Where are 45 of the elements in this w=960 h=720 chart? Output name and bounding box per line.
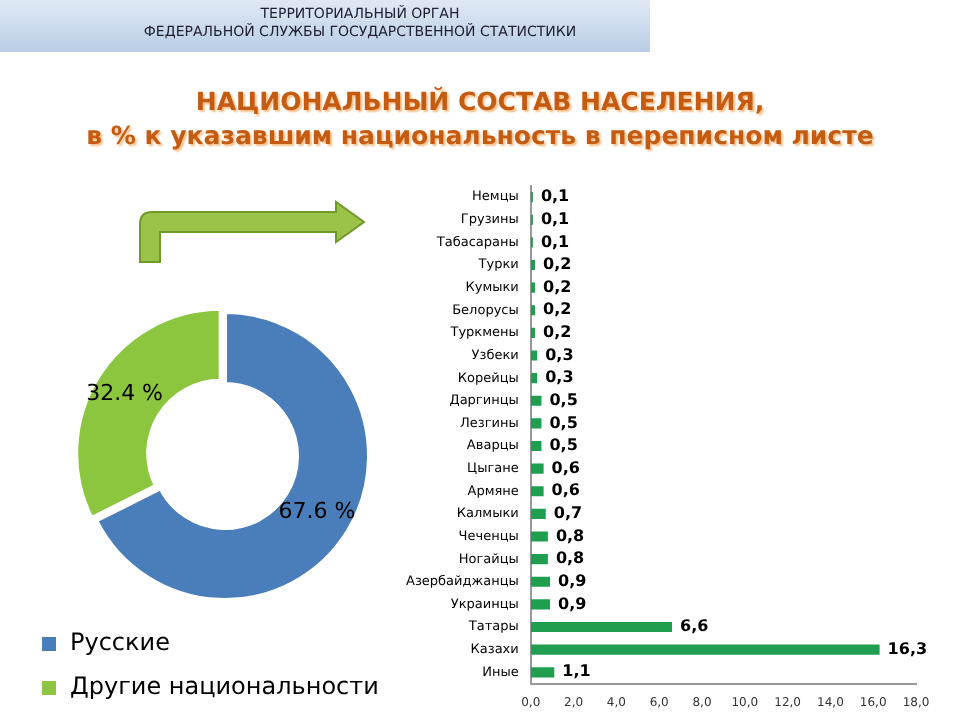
bar [530, 373, 538, 384]
data-label: 0,3 [545, 368, 574, 387]
data-label: 0,5 [549, 436, 579, 455]
data-label: 0,2 [543, 300, 572, 319]
data-label: 0,2 [543, 255, 572, 274]
bar [530, 327, 536, 338]
bar [530, 486, 544, 497]
bar [530, 259, 536, 271]
text: НАЦИОНАЛЬНЫЙ СОСТАВ НАСЕЛЕНИЯ, в % к указавшим национальность в переписном листе [84, 84, 876, 152]
data-label: 0,5 [549, 413, 579, 432]
legend-label: Русские [70, 628, 170, 657]
data-label: 0,1 [540, 232, 571, 251]
data-label: 0,9 [558, 594, 588, 613]
bar [530, 418, 542, 429]
bar [530, 644, 880, 655]
bar [530, 508, 546, 519]
data-label: 16,3 [887, 639, 928, 658]
bar [530, 463, 544, 474]
bar [530, 554, 548, 565]
legend-label: Другие национальности [70, 672, 379, 701]
data-label: 6,6 [680, 617, 710, 636]
data-label: 0,3 [545, 345, 574, 364]
data-label: 0,6 [551, 458, 581, 477]
data-label: 0,7 [553, 504, 583, 523]
data-label: 0,9 [558, 571, 588, 590]
bar [530, 350, 538, 361]
data-label: 0,1 [540, 209, 571, 228]
data-label: 0,6 [551, 481, 581, 500]
bar [530, 667, 555, 678]
data-label: 0,8 [555, 526, 586, 545]
bar [530, 599, 551, 610]
data-label: 0,1 [540, 187, 571, 206]
data-label: 0,8 [555, 549, 586, 568]
bar [530, 440, 542, 452]
data-label: 0,5 [549, 390, 579, 409]
bar [530, 395, 542, 406]
bar [530, 621, 673, 633]
data-label: 0,2 [543, 277, 572, 296]
data-label: 0,2 [543, 323, 572, 342]
bar [530, 282, 536, 293]
bar [530, 305, 536, 316]
bar [530, 531, 548, 542]
data-label: 67.6 % [278, 498, 356, 525]
bar [530, 576, 551, 587]
data-label: 1,1 [562, 662, 592, 681]
